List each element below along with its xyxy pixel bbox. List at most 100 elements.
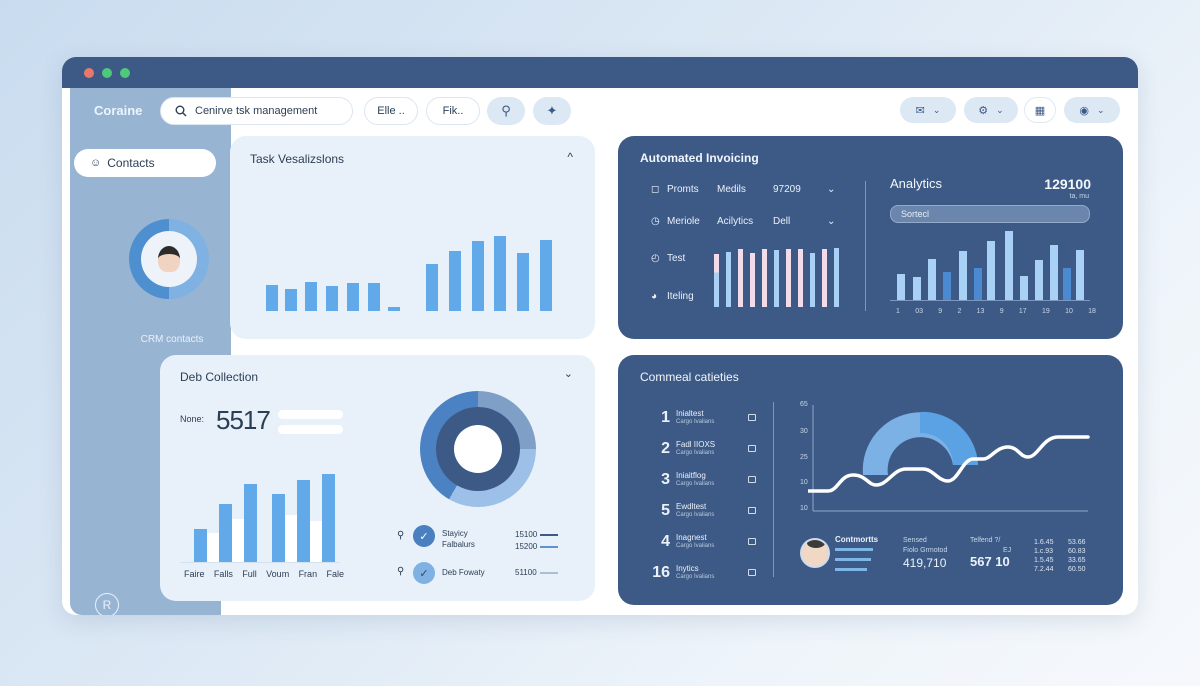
x-tick: Voum: [266, 569, 290, 579]
avatar[interactable]: [800, 538, 830, 568]
avatar-inner: [141, 231, 197, 287]
invoicing-row[interactable]: ◻ Promts Medils 97209 ⌄: [651, 184, 841, 195]
chart-bar: [449, 251, 461, 311]
app-window: Coraine ☺ Contacts CRM contacts R Cenirv…: [62, 57, 1138, 615]
analytics-title: Analytics: [890, 176, 943, 191]
chevron-down-icon: ⌄: [1097, 104, 1105, 115]
legend-line: [540, 546, 558, 548]
chart-bar: [726, 252, 731, 307]
chart-bar: [1076, 250, 1084, 300]
help-icon[interactable]: R: [95, 593, 119, 615]
x-tick: 03: [915, 308, 923, 315]
chart-bar: [762, 249, 767, 307]
commercial-line-chart: [808, 405, 1090, 512]
user-pin-button[interactable]: ⚲: [487, 97, 525, 125]
checkbox[interactable]: [748, 445, 756, 452]
close-dot-icon[interactable]: [84, 67, 94, 78]
x-tick: Fran: [298, 569, 318, 579]
chart-bar: [347, 283, 359, 311]
camera-menu-button[interactable]: ◉ ⌄: [1064, 97, 1120, 123]
placeholder-line: [278, 410, 343, 419]
check-icon[interactable]: ✓: [413, 562, 435, 584]
filter-chip-fik[interactable]: Fik..: [426, 97, 480, 125]
list-item[interactable]: 3 Iniaitflog Cargo Ivalians: [646, 464, 756, 495]
stat-value: 419,710: [903, 556, 947, 570]
gear-icon: ⚙: [978, 104, 989, 117]
invoicing-row[interactable]: ◷ Meriole Acilytics Dell ⌄: [651, 216, 841, 227]
list-item[interactable]: 2 Fadl IIOXS Cargo Ivalians: [646, 433, 756, 464]
chart-bar: [540, 240, 552, 311]
invoicing-row[interactable]: ◕ Iteling: [651, 291, 694, 302]
sidebar-item-label: Contacts: [107, 156, 155, 170]
legend-line: [540, 534, 558, 536]
footer-name: Contmortts: [835, 535, 879, 544]
commercial-activities-card: Commeal catieties 1 Inialtest Cargo Ivali…: [618, 355, 1123, 605]
legend-value: 51100: [515, 568, 537, 577]
avatar[interactable]: [129, 219, 209, 299]
chart-bar: [822, 249, 827, 307]
stat-cell: 60.83: [1068, 548, 1086, 555]
chevron-down-icon[interactable]: ⌄: [827, 216, 836, 227]
checkbox[interactable]: [748, 414, 756, 421]
chart-bar: [305, 282, 317, 311]
item-sub: Cargo Ivalians: [676, 511, 715, 518]
chevron-down-icon[interactable]: ⌄: [563, 368, 573, 380]
list-item[interactable]: 4 Inagnest Cargo Ivalians: [646, 526, 756, 557]
progress-bar: [835, 568, 867, 571]
checkbox[interactable]: [748, 538, 756, 545]
list-item[interactable]: 5 Ewdltest Cargo Ivalians: [646, 495, 756, 526]
invoicing-bar-chart: [714, 248, 844, 307]
checkbox[interactable]: [748, 569, 756, 576]
chart-bar-shadow: [232, 519, 244, 562]
chart-bar: [297, 480, 310, 562]
sort-select[interactable]: Sortecl: [890, 205, 1090, 223]
chevron-down-icon: ⌄: [996, 104, 1004, 115]
bell-icon: ◻: [651, 184, 660, 195]
chart-bar-shadow: [310, 521, 322, 562]
x-tick: 13: [976, 308, 985, 315]
chevron-down-icon[interactable]: ⌄: [827, 184, 836, 195]
camera-icon: ◉: [1079, 104, 1090, 117]
x-tick: 9: [999, 308, 1004, 315]
divider: [773, 402, 774, 577]
share-icon: ✦: [546, 103, 558, 118]
settings-menu-button[interactable]: ⚙ ⌄: [964, 97, 1018, 123]
gauge-icon: ◕: [651, 291, 658, 302]
sidebar-item-contacts[interactable]: ☺ Contacts: [74, 149, 216, 177]
list-item[interactable]: 16 Inytics Cargo Ivalians: [646, 557, 756, 588]
stat-cell: 1.5.45: [1034, 557, 1054, 564]
x-tick: Fale: [326, 569, 344, 579]
invoicing-row[interactable]: ◴ Test: [651, 253, 685, 264]
row-value: Acilytics: [717, 216, 754, 227]
chart-bar: [738, 249, 743, 307]
chart-bar: [987, 241, 995, 300]
commercial-list: 1 Inialtest Cargo Ivalians 2 Fadl IIOXS Ca…: [646, 402, 756, 588]
progress-bar: [835, 558, 871, 561]
chart-bar: [974, 268, 982, 300]
chart-bar: [388, 307, 400, 311]
chart-bar: [897, 274, 905, 300]
grid-button[interactable]: ▦: [1024, 97, 1056, 123]
search-input[interactable]: Cenirve tsk management: [160, 97, 353, 125]
collapse-chevron-icon[interactable]: ^: [567, 150, 573, 164]
chart-bar: [494, 236, 506, 311]
chart-bar-shadow: [285, 515, 297, 562]
minimize-dot-icon[interactable]: [102, 67, 112, 78]
mail-menu-button[interactable]: ✉ ⌄: [900, 97, 956, 123]
checkbox[interactable]: [748, 507, 756, 514]
maximize-dot-icon[interactable]: [120, 67, 130, 78]
chart-bar: [943, 272, 951, 300]
brand-name: Coraine: [94, 103, 143, 118]
row-label: Iteling: [667, 291, 694, 302]
list-item[interactable]: 1 Inialtest Cargo Ivalians: [646, 402, 756, 433]
filter-chip-elle[interactable]: Elle ..: [364, 97, 418, 125]
chart-bar: [426, 264, 438, 311]
avatar-hair-icon: [807, 540, 825, 548]
divider: [865, 181, 866, 311]
checkbox[interactable]: [748, 476, 756, 483]
check-icon[interactable]: ✓: [413, 525, 435, 547]
share-button[interactable]: ✦: [533, 97, 571, 125]
item-name: Inialtest: [676, 408, 704, 418]
x-tick: Faire: [184, 569, 205, 579]
x-tick: 18: [1088, 308, 1096, 315]
